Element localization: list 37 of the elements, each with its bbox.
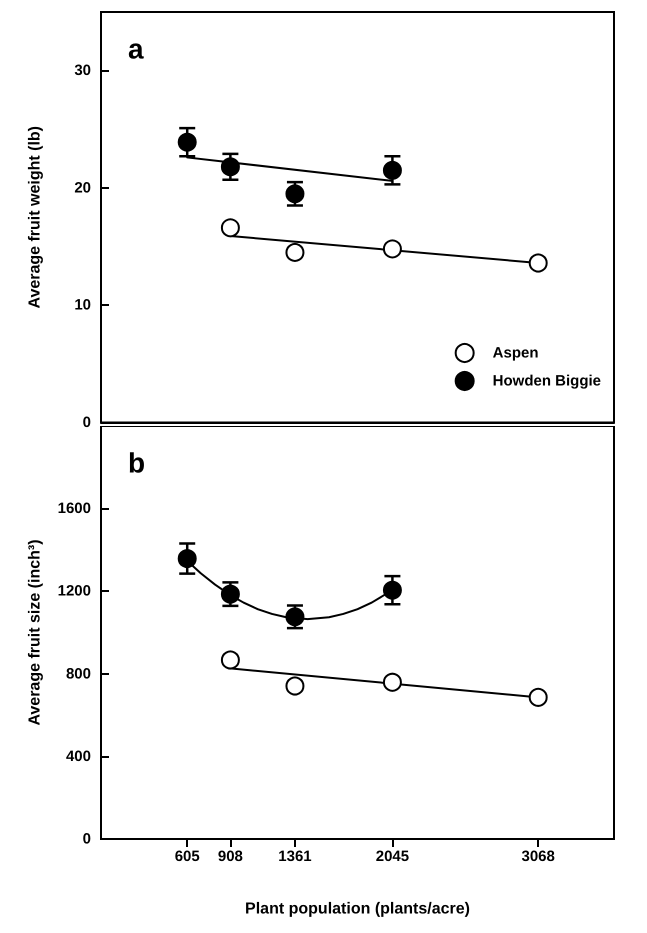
point [382, 160, 402, 180]
point [528, 253, 548, 272]
y-tick-label: 10 [74, 296, 91, 314]
point [220, 218, 240, 238]
legend-label: Aspen [492, 344, 539, 362]
y-tick-label: 1200 [58, 582, 91, 600]
x-tick-label: 1361 [278, 848, 312, 865]
point [285, 607, 304, 626]
y-tick-label: 0 [82, 414, 91, 431]
point [285, 242, 304, 262]
y-tick-label: 1600 [58, 500, 91, 518]
point [528, 688, 548, 707]
x-axis-title: Plant population (plants/acre) [245, 900, 470, 918]
point [382, 672, 402, 692]
text: b [128, 448, 146, 478]
x-tick-label: 908 [218, 848, 243, 865]
x-tick-label: 3068 [522, 848, 555, 865]
y-tick-label: 30 [74, 62, 91, 80]
point [178, 132, 197, 152]
x-tick-label: 2045 [376, 848, 410, 865]
point [220, 157, 240, 176]
x-tick-label: 605 [174, 848, 200, 865]
y-tick-label: 800 [66, 665, 91, 682]
point [220, 584, 240, 604]
point [285, 676, 304, 696]
y-tick-label: 20 [74, 179, 91, 196]
text: a [128, 34, 144, 64]
y-axis-title: Average fruit size (inch³) [26, 539, 44, 726]
point [382, 580, 402, 600]
point [220, 650, 240, 670]
y-tick-label: 0 [82, 830, 91, 848]
y-axis-title: Average fruit weight (lb) [26, 126, 44, 309]
point [382, 239, 402, 258]
point [285, 184, 304, 204]
point [178, 549, 197, 568]
y-tick-label: 400 [66, 748, 91, 765]
legend-label: Howden Biggie [492, 372, 602, 390]
